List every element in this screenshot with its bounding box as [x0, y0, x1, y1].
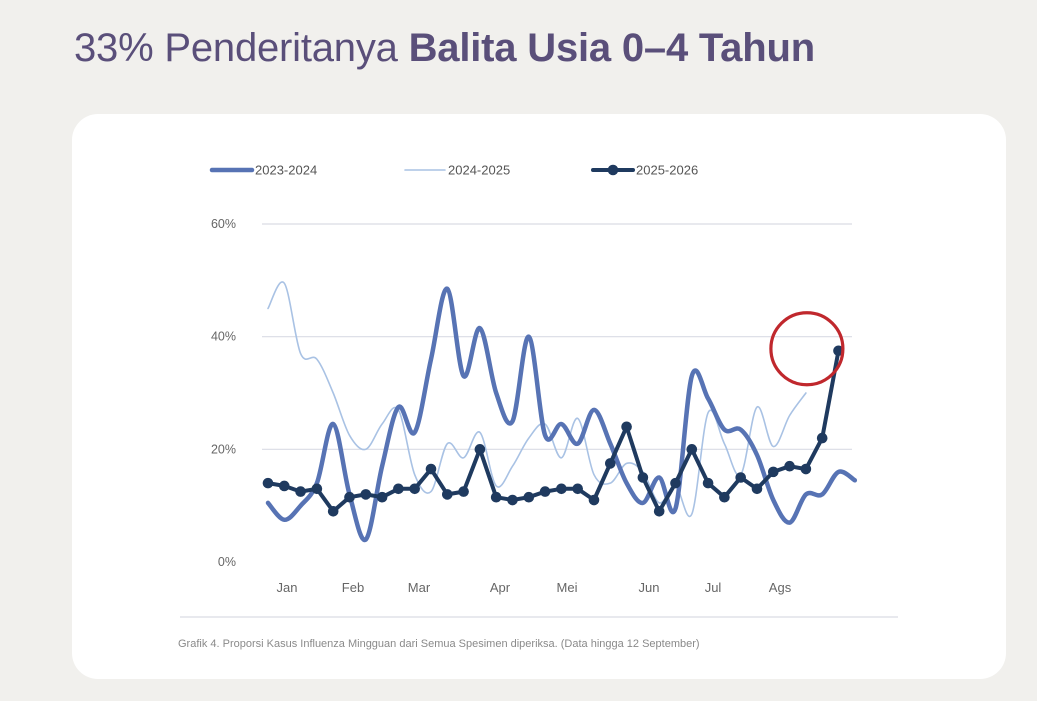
- data-point-2025-2026: [425, 463, 437, 475]
- data-point-2025-2026: [751, 483, 763, 495]
- legend-label: 2023-2024: [255, 163, 317, 178]
- data-point-2025-2026: [311, 483, 323, 495]
- data-point-2025-2026: [279, 480, 290, 492]
- data-point-2025-2026: [800, 463, 812, 475]
- data-point-2025-2026: [702, 477, 714, 489]
- data-point-2025-2026: [327, 506, 339, 517]
- data-point-2025-2026: [490, 491, 502, 503]
- data-point-2025-2026: [784, 460, 795, 472]
- legend-label: 2025-2026: [636, 163, 698, 178]
- legend-label: 2024-2025: [448, 163, 510, 178]
- data-point-2025-2026: [523, 491, 535, 503]
- data-point-2025-2026: [670, 477, 681, 489]
- data-point-2025-2026: [262, 477, 274, 489]
- data-point-2025-2026: [442, 489, 453, 500]
- chart-caption: Grafik 4. Proporsi Kasus Influenza Mingg…: [178, 638, 700, 650]
- data-point-2025-2026: [768, 466, 779, 478]
- data-point-2025-2026: [653, 506, 665, 517]
- x-tick-label: Jul: [705, 580, 722, 595]
- data-point-2025-2026: [588, 494, 600, 506]
- x-tick-label: Mei: [557, 580, 578, 595]
- headline-regular: 33% Penderitanya: [74, 26, 398, 70]
- y-tick-label: 0%: [218, 555, 236, 569]
- x-tick-label: Apr: [490, 580, 511, 595]
- data-point-2025-2026: [409, 483, 421, 495]
- x-tick-label: Mar: [408, 580, 431, 595]
- data-point-2025-2026: [344, 491, 355, 503]
- data-point-2025-2026: [556, 483, 567, 495]
- data-point-2025-2026: [376, 491, 388, 503]
- x-tick-label: Jun: [639, 580, 660, 595]
- data-point-2025-2026: [295, 486, 306, 497]
- series-line-2023-2024: [265, 286, 858, 542]
- data-point-2025-2026: [816, 432, 828, 444]
- x-tick-label: Ags: [769, 580, 792, 595]
- data-point-2025-2026: [539, 486, 551, 497]
- y-tick-label: 40%: [211, 330, 236, 344]
- x-tick-label: Jan: [277, 580, 298, 595]
- data-point-2025-2026: [474, 444, 486, 455]
- headline-bold: Balita Usia 0–4 Tahun: [408, 26, 816, 70]
- data-point-2025-2026: [458, 486, 469, 497]
- data-point-2025-2026: [686, 444, 698, 455]
- data-point-2025-2026: [621, 421, 632, 433]
- highlight-circle: [769, 311, 845, 387]
- data-point-2025-2026: [605, 458, 616, 469]
- x-tick-label: Feb: [342, 580, 364, 595]
- data-point-2025-2026: [719, 491, 730, 503]
- data-point-2025-2026: [735, 472, 746, 483]
- y-tick-label: 20%: [211, 442, 236, 456]
- data-point-2025-2026: [393, 483, 404, 495]
- y-tick-label: 60%: [211, 217, 236, 231]
- data-point-2025-2026: [507, 494, 518, 506]
- data-point-2025-2026: [637, 472, 649, 483]
- data-point-2025-2026: [360, 489, 372, 500]
- data-point-2025-2026: [572, 483, 583, 495]
- page-headline: 33% Penderitanya Balita Usia 0–4 Tahun: [74, 26, 815, 71]
- legend-marker: [607, 164, 619, 176]
